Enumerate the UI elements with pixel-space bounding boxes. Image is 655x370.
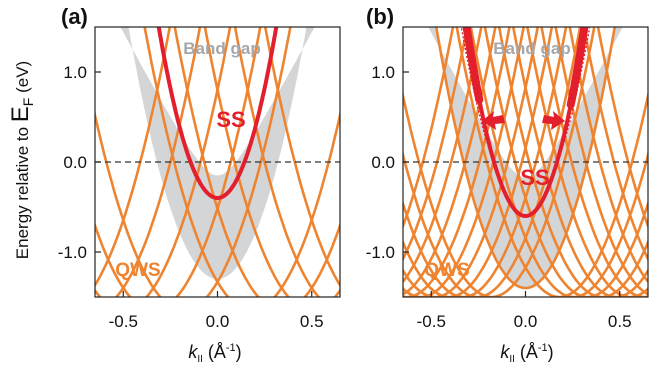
qws-line xyxy=(95,27,172,288)
qws-line xyxy=(434,27,617,290)
panel-a-surface-state-curve xyxy=(156,27,279,200)
panel-b-dotted-right-curve xyxy=(558,27,591,158)
qws-line xyxy=(455,27,648,297)
y-tick-label: 0.0 xyxy=(63,153,87,172)
qws-line xyxy=(403,27,469,262)
qws-line xyxy=(203,27,340,297)
panel-a-band-gap-label: Band gap xyxy=(183,39,260,58)
y-tick-label: -1.0 xyxy=(58,243,87,262)
qws-line xyxy=(469,27,648,297)
x-tick-label: 0.5 xyxy=(608,312,632,331)
qws-line xyxy=(568,27,648,284)
panel-b-left-arrow xyxy=(482,111,505,130)
qws-line xyxy=(511,27,648,297)
qws-line xyxy=(95,27,232,297)
qws-line xyxy=(596,27,648,230)
y-axis-title: Energy relative to EF (eV) xyxy=(7,61,36,259)
panel-b-dotted-left-curve xyxy=(460,27,492,155)
qws-line xyxy=(540,27,648,297)
x-tick-label: 0.5 xyxy=(300,312,324,331)
qws-line xyxy=(263,27,340,288)
qws-line xyxy=(403,27,455,230)
qws-line xyxy=(95,27,292,297)
qws-line xyxy=(483,27,648,297)
qws-line xyxy=(173,27,340,297)
panel-b: -0.5 0.0 0.5 -1.0 0.0 1.0 (b) Band gap SS QWS xyxy=(366,4,649,331)
x-tick-label: 0.0 xyxy=(206,312,230,331)
panel-b-qws-lines xyxy=(403,27,648,297)
qws-line xyxy=(554,27,648,296)
panel-a-letter: (a) xyxy=(61,4,88,29)
panel-a-qws-lines xyxy=(95,27,340,297)
qws-line xyxy=(95,27,262,297)
y-tick-label: 1.0 xyxy=(63,63,87,82)
panel-b-letter: (b) xyxy=(366,4,394,29)
x-axis-title-a: kII (Å-1) xyxy=(188,342,241,365)
panel-a-ss-label: SS xyxy=(216,107,245,132)
y-tick-label: 1.0 xyxy=(371,63,395,82)
x-tick-label: 0.0 xyxy=(514,312,538,331)
qws-line xyxy=(143,27,340,297)
panel-a-bulk-band xyxy=(120,27,315,279)
qws-line xyxy=(233,27,321,297)
y-tick-label: 0.0 xyxy=(371,153,395,172)
panel-b-ss-label: SS xyxy=(520,165,549,190)
panel-b-qws-label: QWS xyxy=(424,260,469,281)
panel-b-thick-left-branch xyxy=(462,27,484,104)
panel-b-band-gap-label: Band gap xyxy=(493,39,570,58)
qws-line xyxy=(497,27,648,297)
panel-b-thick-right-branch xyxy=(566,27,589,109)
x-tick-label: -0.5 xyxy=(109,312,138,331)
qws-line xyxy=(526,27,648,297)
qws-line xyxy=(582,27,648,262)
x-axis-title-b: kII (Å-1) xyxy=(500,342,553,365)
x-tick-label: -0.5 xyxy=(417,312,446,331)
y-tick-label: -1.0 xyxy=(366,243,395,262)
panel-a: -0.5 0.0 0.5 -1.0 0.0 1.0 (a) Band gap SS QWS xyxy=(58,4,341,331)
panel-b-right-arrow xyxy=(542,111,565,130)
qws-line xyxy=(114,27,202,297)
panel-a-qws-label: QWS xyxy=(115,260,160,281)
